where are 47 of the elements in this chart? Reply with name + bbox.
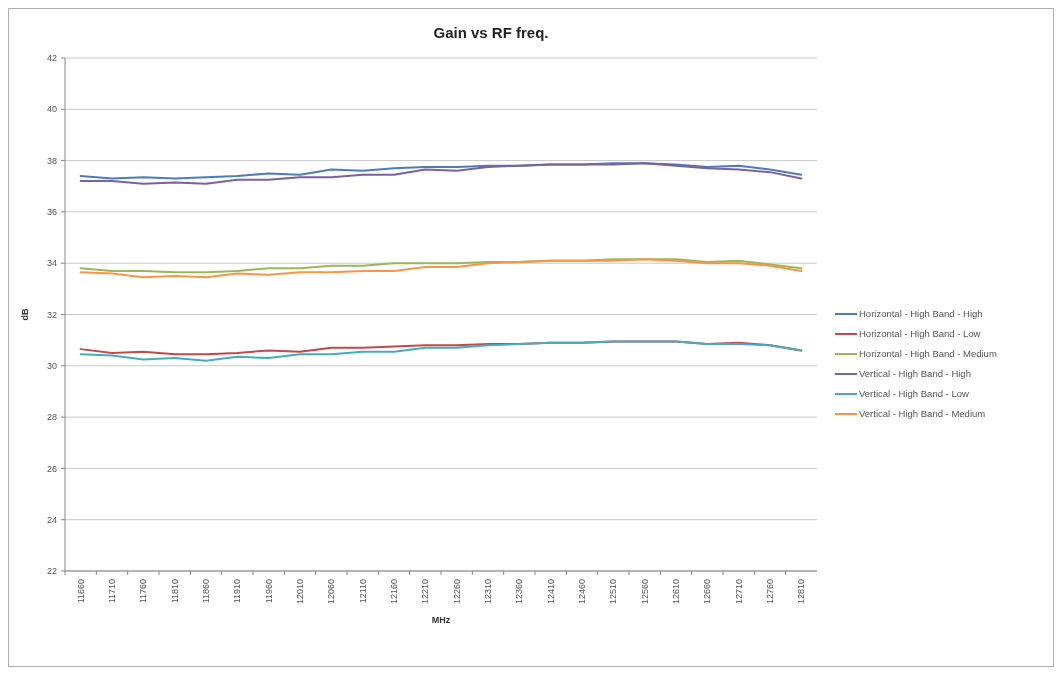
line-series <box>79 340 803 362</box>
y-tick-label: 34 <box>46 258 57 269</box>
y-axis-title: dB <box>20 308 30 321</box>
x-tick-label: 12010 <box>295 579 306 605</box>
y-tick-label: 36 <box>46 207 57 218</box>
line-series <box>79 162 803 185</box>
x-tick-label: 12460 <box>577 579 588 605</box>
x-tick-label: 12060 <box>326 579 337 605</box>
x-axis-title: MHz <box>431 615 451 625</box>
line-series <box>79 258 803 279</box>
x-tick-label: 12760 <box>765 579 776 605</box>
y-tick-label: 40 <box>46 104 57 115</box>
x-tick-label: 12560 <box>639 579 650 605</box>
y-tick-label: 26 <box>46 463 57 474</box>
x-tick-label: 12360 <box>514 579 525 605</box>
legend-label: Vertical - High Band - Medium <box>859 408 986 420</box>
x-tick-label: 12310 <box>483 579 494 605</box>
x-tick-label: 12810 <box>796 579 807 605</box>
y-tick-label: 42 <box>46 53 57 64</box>
legend-label: Horizontal - High Band - Low <box>859 328 981 340</box>
y-tick-label: 24 <box>46 514 57 525</box>
legend-label: Vertical - High Band - Low <box>859 388 969 400</box>
x-tick-label: 12410 <box>545 579 556 605</box>
x-tick-label: 11860 <box>201 579 212 604</box>
x-tick-label: 11760 <box>138 579 149 604</box>
x-tick-label: 12610 <box>671 579 682 605</box>
y-tick-label: 30 <box>46 360 57 371</box>
y-tick-label: 22 <box>46 566 57 577</box>
x-tick-label: 12160 <box>389 579 400 605</box>
x-tick-label: 11710 <box>107 579 118 604</box>
chart-title: Gain vs RF freq. <box>433 24 549 41</box>
x-tick-label: 11810 <box>169 579 180 604</box>
x-tick-label: 11960 <box>263 579 274 604</box>
y-tick-label: 28 <box>46 412 57 423</box>
legend-label: Horizontal - High Band - Medium <box>859 348 997 360</box>
legend-label: Horizontal - High Band - High <box>859 308 983 320</box>
y-tick-label: 38 <box>46 155 57 166</box>
x-tick-label: 11660 <box>75 579 86 604</box>
y-tick-label: 32 <box>46 309 57 320</box>
x-tick-label: 12260 <box>451 579 462 605</box>
x-tick-label: 12710 <box>733 579 744 605</box>
x-tick-label: 12510 <box>608 579 619 605</box>
x-tick-label: 12210 <box>420 579 431 605</box>
x-tick-label: 12110 <box>357 579 368 604</box>
legend-label: Vertical - High Band - High <box>859 368 971 380</box>
x-tick-label: 11910 <box>232 579 243 604</box>
x-tick-label: 12660 <box>702 579 713 605</box>
